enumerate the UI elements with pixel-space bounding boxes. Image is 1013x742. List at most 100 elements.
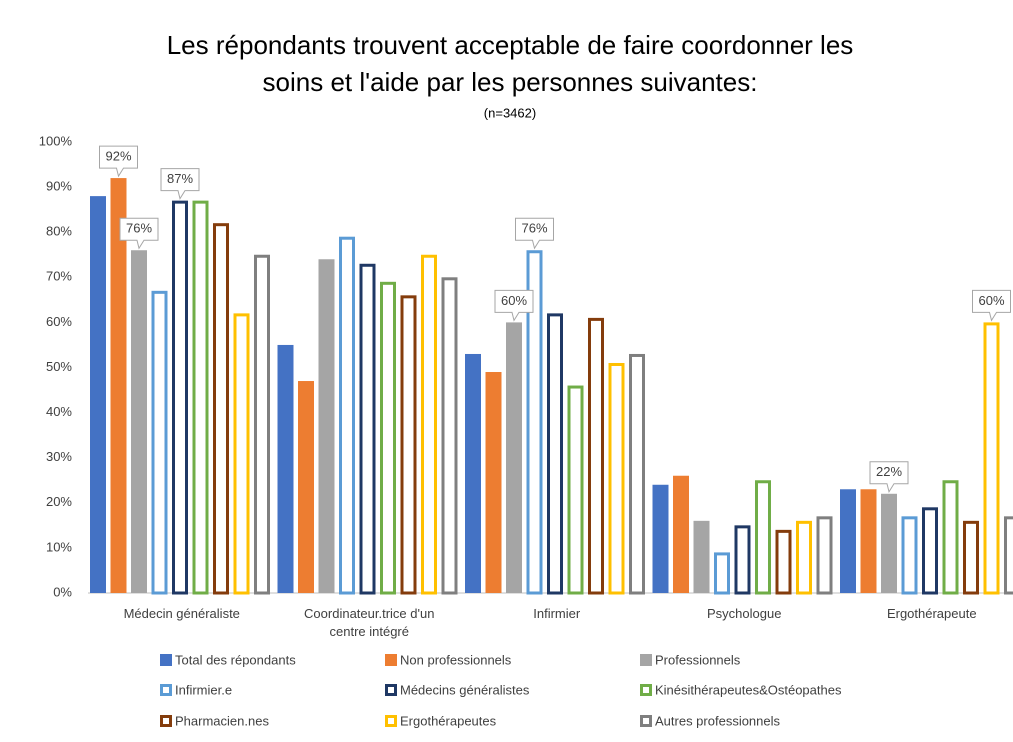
bar xyxy=(213,223,229,595)
bar xyxy=(547,313,563,595)
bar xyxy=(796,520,812,595)
bar xyxy=(629,353,645,595)
bar xyxy=(816,516,833,595)
bar xyxy=(339,236,355,595)
bar xyxy=(506,322,522,593)
legend-label: Total des répondants xyxy=(175,652,296,667)
y-tick-label: 0% xyxy=(53,584,72,599)
y-tick-label: 30% xyxy=(46,449,72,464)
legend-marker xyxy=(385,684,397,696)
bar xyxy=(942,480,959,595)
bar xyxy=(901,516,918,595)
bar xyxy=(983,322,1000,595)
bar xyxy=(254,254,270,595)
data-label-text: 92% xyxy=(105,149,131,164)
bar xyxy=(298,381,314,593)
callout-box xyxy=(515,217,554,250)
legend-marker xyxy=(640,654,652,666)
legend-label: Autres professionnels xyxy=(655,713,781,728)
legend-label: Ergothérapeutes xyxy=(400,713,497,728)
bar xyxy=(881,493,897,593)
data-label-text: 22% xyxy=(876,464,902,479)
bar xyxy=(922,507,938,595)
callout-box xyxy=(972,289,1011,322)
callout-box xyxy=(494,289,534,322)
bar xyxy=(318,259,335,593)
legend-label: Pharmacien.nes xyxy=(175,713,269,728)
bar xyxy=(421,254,437,595)
bar xyxy=(840,489,856,593)
bar xyxy=(400,295,417,595)
data-label-text: 76% xyxy=(126,221,152,236)
legend-marker xyxy=(385,654,397,666)
data-label: 87% xyxy=(160,168,200,200)
bar xyxy=(693,520,710,593)
legend-marker xyxy=(385,715,397,727)
x-tick-label: Coordinateur.trice d'un centre intégré xyxy=(304,606,435,639)
bar xyxy=(465,353,481,593)
bar xyxy=(192,200,209,595)
data-label: 76% xyxy=(515,217,554,250)
legend-label: Kinésithérapeutes&Ostéopathes xyxy=(655,682,842,697)
x-tick-label: Psychologue xyxy=(707,606,782,621)
bar xyxy=(652,484,669,593)
bar xyxy=(172,200,188,595)
bar xyxy=(277,344,294,593)
legend-marker xyxy=(160,684,172,696)
bar xyxy=(963,520,979,595)
data-label: 76% xyxy=(119,217,159,250)
bar xyxy=(151,290,168,595)
data-label-text: 60% xyxy=(501,293,527,308)
x-tick-label: Médecin généraliste xyxy=(123,606,240,621)
bar xyxy=(233,313,250,595)
bar xyxy=(359,263,376,595)
bar xyxy=(131,250,147,594)
legend-marker xyxy=(160,715,172,727)
data-label: 60% xyxy=(494,289,534,322)
legend-marker xyxy=(640,684,652,696)
y-tick-label: 90% xyxy=(46,179,72,194)
bar xyxy=(734,525,751,595)
callout-box xyxy=(99,145,138,178)
legend-label: Non professionnels xyxy=(400,652,512,667)
bar xyxy=(860,489,877,593)
y-tick-label: 100% xyxy=(39,133,73,148)
y-tick-label: 20% xyxy=(46,494,72,509)
data-label-text: 87% xyxy=(167,171,193,186)
legend-label: Professionnels xyxy=(655,652,741,667)
y-tick-label: 10% xyxy=(46,539,72,554)
callout-box xyxy=(869,461,909,494)
data-label: 22% xyxy=(869,461,909,494)
bar xyxy=(775,529,792,595)
bar xyxy=(588,317,604,595)
legend-marker xyxy=(640,715,652,727)
chart-subtitle: (n=3462) xyxy=(484,105,536,120)
bar xyxy=(673,475,689,593)
bar xyxy=(441,277,458,595)
bar xyxy=(90,196,106,593)
legend-marker xyxy=(160,654,172,666)
data-label-text: 60% xyxy=(978,293,1004,308)
legend-label: Médecins généralistes xyxy=(400,682,530,697)
callout-box xyxy=(160,168,200,200)
bar xyxy=(714,552,730,595)
chart-title: Les répondants trouvent acceptable de fa… xyxy=(167,30,854,60)
x-tick-label: Ergothérapeute xyxy=(886,606,977,621)
y-tick-label: 60% xyxy=(46,314,72,329)
y-tick-label: 70% xyxy=(46,269,72,284)
bar xyxy=(380,281,396,595)
bar xyxy=(1004,516,1013,595)
bar xyxy=(110,178,127,593)
chart-title: soins et l'aide par les personnes suivan… xyxy=(263,67,758,97)
legend-label: Infirmier.e xyxy=(175,682,232,697)
bar xyxy=(755,480,771,595)
y-tick-label: 40% xyxy=(46,404,72,419)
callout-box xyxy=(119,217,159,250)
data-label-text: 76% xyxy=(521,221,547,236)
y-tick-label: 50% xyxy=(46,359,72,374)
y-tick-label: 80% xyxy=(46,224,72,239)
bar xyxy=(608,362,625,595)
bar xyxy=(526,250,543,595)
